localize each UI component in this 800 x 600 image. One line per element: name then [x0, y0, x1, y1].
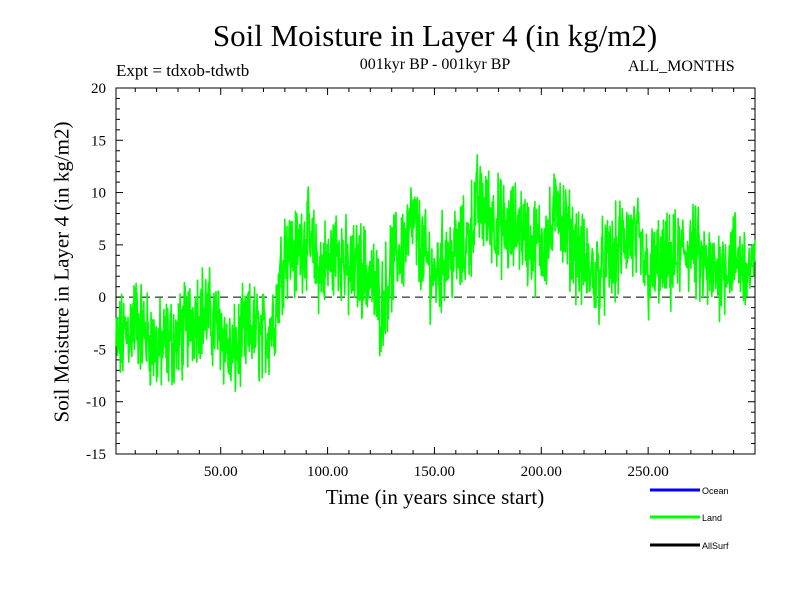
x-tick-label: 200.00 [521, 464, 562, 480]
experiment-label: Expt = tdxob-tdwtb [116, 61, 250, 80]
y-tick-label: -10 [86, 395, 106, 411]
y-tick-label: -15 [86, 447, 106, 463]
x-tick-label: 50.00 [204, 464, 238, 480]
x-axis-label: Time (in years since start) [325, 485, 545, 509]
land-series-line [115, 154, 756, 392]
y-tick-label: 0 [99, 290, 107, 306]
legend-label-allsurf: AllSurf [702, 541, 729, 551]
y-tick-label: 15 [91, 133, 106, 149]
chart-title: Soil Moisture in Layer 4 (in kg/m2) [212, 18, 658, 53]
y-tick-label: 5 [99, 238, 107, 254]
plot-frame [115, 87, 756, 455]
months-label: ALL_MONTHS [628, 58, 735, 75]
x-tick-label: 250.00 [628, 464, 669, 480]
legend-label-ocean: Ocean [702, 486, 729, 496]
y-tick-label: -5 [94, 342, 107, 358]
y-tick-label: 20 [91, 81, 106, 97]
period-label: 001kyr BP - 001kyr BP [359, 56, 511, 73]
y-tick-label: 10 [91, 186, 106, 202]
x-tick-label: 100.00 [307, 464, 348, 480]
legend-label-land: Land [702, 513, 722, 523]
x-tick-label: 150.00 [414, 464, 455, 480]
